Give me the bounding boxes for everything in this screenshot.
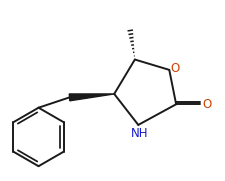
Text: NH: NH <box>131 127 149 140</box>
Polygon shape <box>69 94 114 101</box>
Text: O: O <box>202 98 211 111</box>
Text: O: O <box>171 62 180 75</box>
